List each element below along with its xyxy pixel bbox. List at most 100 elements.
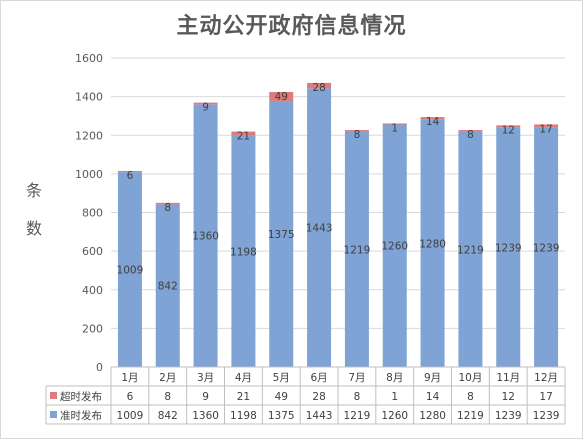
bar-ontime: [117, 172, 142, 367]
x-tick-label: 5月: [273, 372, 290, 384]
y-tick-label: 200: [82, 322, 103, 335]
y-axis-label-char: 条: [25, 181, 42, 200]
bar-ontime: [269, 101, 294, 367]
table-cell: 1260: [381, 410, 408, 422]
bar-ontime: [155, 204, 180, 367]
data-label-late: 1: [391, 122, 398, 134]
bar-ontime: [420, 119, 445, 367]
bar-late: [117, 170, 142, 173]
bar-late: [269, 91, 294, 102]
table-cell: 9: [202, 391, 209, 403]
chart-title: 主动公开政府信息情况: [176, 14, 407, 39]
legend-label: 准时发布: [60, 409, 102, 422]
y-tick-label: 400: [82, 284, 103, 297]
bar-late: [458, 130, 483, 132]
bar-late: [231, 131, 256, 136]
table-cell: 1198: [230, 410, 257, 422]
legend-swatch: [50, 411, 57, 418]
data-label-late: 14: [426, 116, 440, 128]
bar-late: [307, 82, 332, 89]
data-label-ontime: 1260: [381, 240, 408, 252]
data-label-late: 28: [312, 82, 325, 94]
bar-ontime: [382, 123, 407, 367]
data-label-late: 6: [127, 170, 134, 182]
data-label-late: 8: [354, 129, 361, 141]
x-tick-label: 9月: [424, 372, 441, 384]
table-cell: 49: [275, 391, 288, 403]
table-cell: 1219: [344, 410, 371, 422]
x-tick-label: 11月: [496, 372, 520, 384]
y-tick-label: 1000: [75, 168, 103, 181]
y-tick-label: 600: [82, 245, 103, 258]
data-label-ontime: 1239: [533, 242, 560, 254]
bar-late: [534, 124, 559, 128]
bar-ontime: [496, 127, 521, 367]
data-label-late: 49: [275, 91, 288, 103]
x-tick-label: 3月: [197, 372, 214, 384]
table-cell: 14: [426, 391, 440, 403]
bar-ontime: [231, 135, 256, 367]
x-tick-label: 2月: [159, 372, 176, 384]
x-tick-label: 8月: [386, 372, 403, 384]
data-label-ontime: 1009: [117, 265, 144, 277]
bar-late: [193, 102, 218, 105]
table-cell: 8: [354, 391, 361, 403]
table-cell: 17: [539, 391, 552, 403]
bar-late: [382, 123, 407, 125]
table-cell: 1443: [306, 410, 333, 422]
y-tick-label: 1400: [75, 91, 103, 104]
data-label-late: 9: [202, 102, 209, 114]
y-axis-label: 条数: [24, 172, 44, 248]
bar-late: [496, 125, 521, 128]
bar-ontime: [534, 127, 559, 367]
table-cell: 6: [127, 391, 134, 403]
data-label-ontime: 1239: [495, 242, 522, 254]
y-tick-label: 1200: [75, 129, 103, 142]
table-cell: 8: [467, 391, 474, 403]
bar-late: [344, 130, 369, 132]
legend-label: 超时发布: [60, 390, 102, 403]
table-cell: 28: [312, 391, 325, 403]
data-label-ontime: 1360: [192, 231, 219, 243]
bar-late: [420, 117, 445, 120]
data-label-ontime: 1443: [306, 223, 333, 235]
table-cell: 1360: [192, 410, 219, 422]
table-cell: 842: [158, 410, 178, 422]
x-tick-label: 7月: [348, 372, 365, 384]
data-label-ontime: 1280: [419, 238, 446, 250]
y-tick-label: 0: [96, 361, 103, 374]
table-cell: 1239: [533, 410, 560, 422]
table-cell: 1375: [268, 410, 295, 422]
table-cell: 1239: [495, 410, 522, 422]
data-label-ontime: 1219: [344, 244, 371, 256]
y-tick-label: 800: [82, 207, 103, 220]
y-tick-label: 1600: [75, 52, 103, 65]
x-tick-label: 1月: [121, 372, 138, 384]
x-tick-label: 10月: [458, 372, 482, 384]
table-cell: 8: [164, 391, 171, 403]
table-cell: 1280: [419, 410, 446, 422]
x-tick-label: 6月: [310, 372, 327, 384]
bar-ontime: [458, 131, 483, 367]
y-axis-label-char: 数: [25, 219, 42, 238]
table-cell: 1: [391, 391, 398, 403]
legend-swatch: [50, 392, 57, 399]
data-label-ontime: 1219: [457, 244, 484, 256]
table-cell: 1219: [457, 410, 484, 422]
x-tick-label: 4月: [235, 372, 252, 384]
table-cell: 1009: [117, 410, 144, 422]
bar-late: [155, 202, 180, 205]
table-cell: 21: [237, 391, 250, 403]
table-cell: 12: [502, 391, 515, 403]
data-label-ontime: 842: [158, 281, 178, 293]
data-label-late: 8: [164, 202, 171, 214]
bar-ontime: [307, 88, 332, 368]
data-label-late: 12: [502, 124, 515, 136]
bar-ontime: [193, 104, 218, 367]
data-label-ontime: 1198: [230, 246, 257, 258]
bar-ontime: [344, 131, 369, 367]
x-tick-label: 12月: [534, 372, 558, 384]
data-label-late: 17: [539, 123, 552, 135]
data-label-late: 8: [467, 129, 474, 141]
